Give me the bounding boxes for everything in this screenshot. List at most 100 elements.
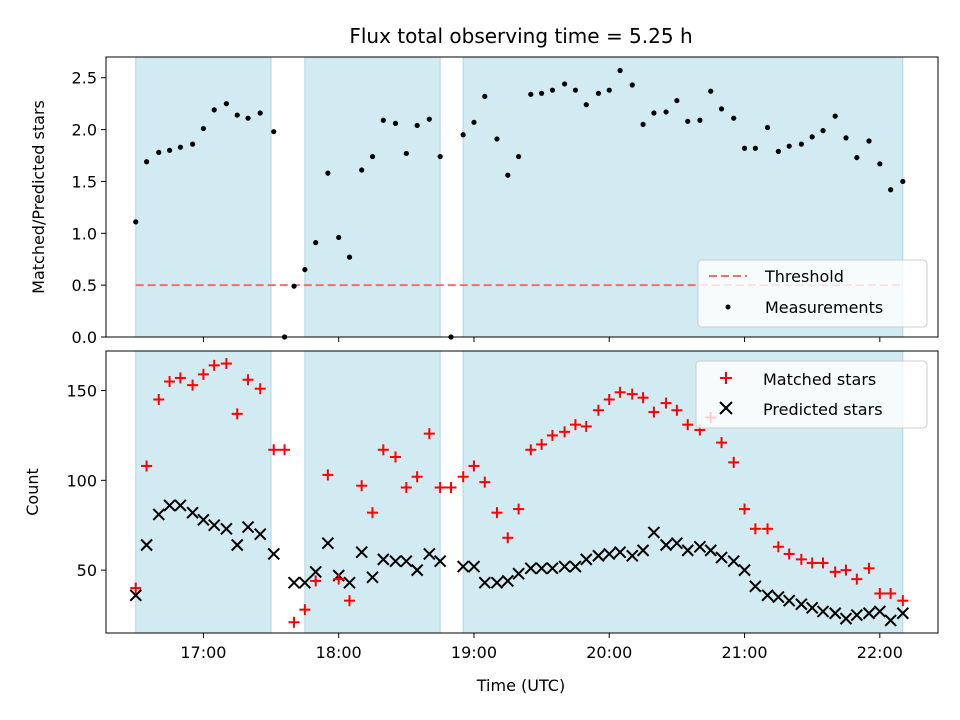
measurement-point	[562, 81, 568, 87]
predicted-star-point	[220, 522, 233, 536]
measurement-point	[764, 124, 771, 131]
predicted-star-point	[670, 536, 684, 550]
matched-star-point	[377, 444, 389, 456]
measurement-point	[200, 125, 207, 132]
observing-window-2	[304, 56, 441, 338]
y-tick-label: 150	[66, 382, 97, 401]
predicted-star-point	[603, 547, 616, 561]
matched-star-point	[310, 575, 322, 587]
top-y-ticks: 0.0 0.5 1.0 1.5 2.0 2.5	[72, 69, 106, 347]
observing-window-1	[135, 56, 272, 338]
predicted-star-point	[501, 574, 515, 588]
predicted-star-point	[782, 594, 796, 607]
measurement-point	[346, 254, 353, 260]
measurement-point	[403, 150, 409, 157]
measurement-point	[426, 116, 432, 122]
predicted-star-point	[355, 545, 368, 559]
measurement-point	[302, 266, 308, 273]
matched-star-point	[411, 471, 423, 483]
matched-star-point	[546, 429, 558, 441]
measurement-point	[325, 170, 331, 176]
legend-threshold-label: Threshold	[764, 267, 844, 286]
y-tick-label: 1.0	[72, 224, 97, 243]
matched-star-point	[344, 595, 356, 607]
measurement-point	[143, 159, 150, 165]
matched-star-point	[513, 503, 525, 515]
matched-star-point	[648, 406, 660, 418]
measurement-point	[516, 153, 522, 160]
measurement-point	[708, 88, 714, 94]
predicted-star-point	[569, 560, 582, 573]
predicted-star-point	[636, 544, 650, 557]
measurement-point	[888, 187, 894, 193]
matched-star-point	[468, 460, 480, 472]
matched-star-point	[716, 437, 728, 449]
predicted-star-point	[309, 565, 322, 579]
predicted-star-point	[197, 513, 210, 527]
predicted-star-point	[772, 590, 785, 604]
matched-star-point	[817, 557, 829, 569]
x-tick-label: 22:00	[857, 643, 903, 662]
predicted-star-point	[152, 508, 165, 521]
measurement-point	[843, 135, 849, 141]
chart-title: Flux total observing time = 5.25 h	[349, 24, 692, 48]
predicted-star-point	[423, 547, 436, 561]
predicted-star-point	[535, 562, 548, 575]
y-tick-label: 0.5	[72, 276, 97, 295]
x-tick-label: 21:00	[721, 643, 767, 662]
predicted-star-point	[873, 605, 887, 618]
measurement-points	[133, 67, 906, 340]
legend-matched-label: Matched stars	[763, 370, 876, 389]
bottom-legend-box	[695, 360, 928, 429]
matched-star-point	[614, 386, 626, 398]
measurement-point	[866, 138, 872, 144]
matched-star-point	[671, 404, 683, 416]
measurement-point	[392, 120, 399, 126]
matched-star-point	[279, 444, 291, 456]
predicted-star-point	[693, 540, 707, 553]
y-tick-label: 2.0	[72, 121, 97, 140]
matched-star-point	[322, 469, 334, 481]
matched-star-point	[783, 548, 795, 560]
predicted-star-point	[704, 544, 717, 557]
bottom-axes-frame	[105, 350, 939, 634]
matched-star-point	[762, 523, 774, 535]
predicted-star-point	[241, 520, 255, 534]
matched-star-point	[288, 616, 300, 628]
predicted-star-point	[163, 499, 176, 512]
predicted-star-point	[896, 607, 910, 620]
predicted-star-point	[839, 612, 853, 625]
measurement-point	[189, 141, 196, 147]
matched-star-point	[268, 444, 280, 456]
predicted-star-point	[254, 528, 267, 541]
predicted-star-point	[298, 576, 312, 589]
measurement-point	[697, 117, 703, 123]
matched-star-point	[231, 408, 243, 420]
measurement-point	[166, 147, 173, 153]
measurement-point	[775, 148, 781, 154]
matched-star-point	[874, 587, 886, 599]
top-legend-box	[697, 259, 928, 328]
bottom-y-axis-label: Count	[23, 468, 42, 516]
matched-star-point	[637, 392, 649, 404]
bottom-legend: Matched stars Predicted stars	[695, 360, 928, 429]
y-tick-label: 0.0	[72, 328, 97, 347]
matched-star-point	[164, 376, 176, 388]
matched-star-point	[502, 532, 514, 544]
matched-star-point	[141, 460, 153, 472]
predicted-star-point	[467, 560, 481, 573]
predicted-star-point	[129, 589, 142, 602]
measurement-point	[359, 167, 365, 173]
measurement-point	[640, 121, 646, 128]
predicted-star-point	[389, 554, 402, 568]
measurement-point	[877, 161, 883, 167]
measurement-point	[809, 134, 815, 140]
predicted-star-point	[208, 519, 221, 532]
predicted-star-point	[512, 567, 525, 580]
predicted-star-point	[850, 608, 864, 622]
legend-measurements-label: Measurements	[765, 298, 883, 317]
measurement-point	[731, 115, 737, 121]
predicted-star-point	[884, 614, 897, 627]
matched-star-point	[390, 451, 402, 463]
legend-matched-swatch	[720, 372, 732, 384]
